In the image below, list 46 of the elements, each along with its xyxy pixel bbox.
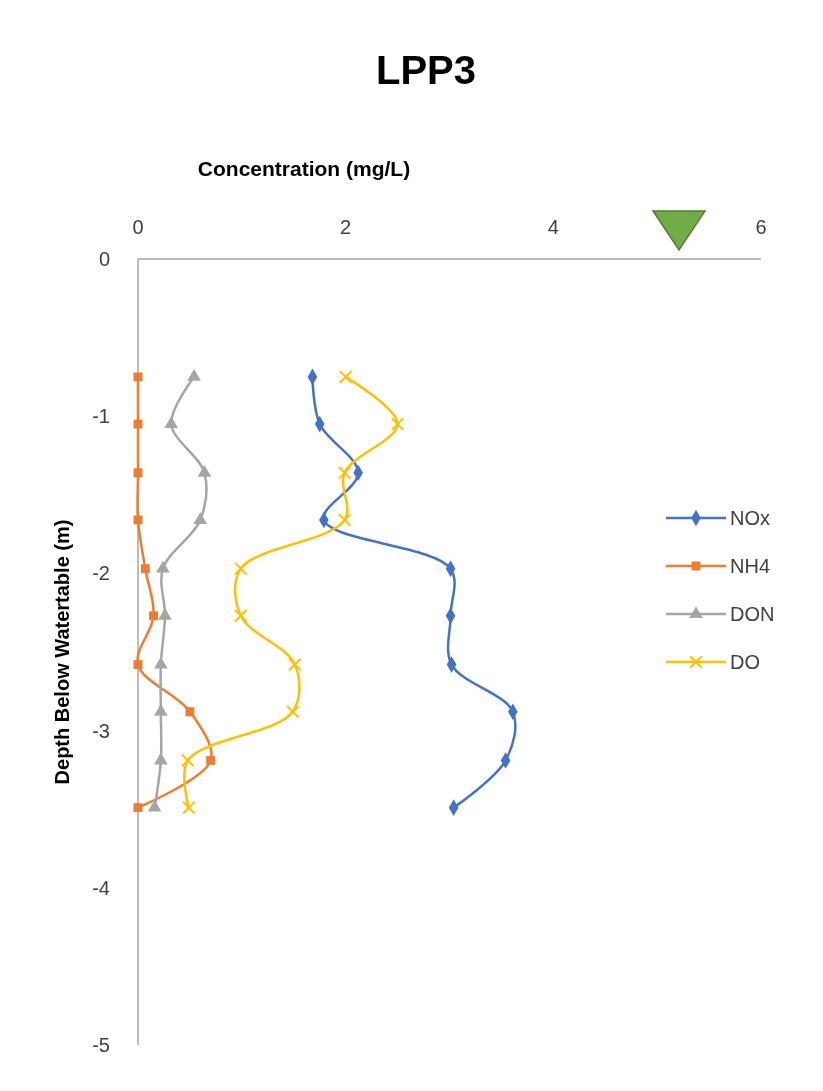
y-tick-label: -3 [92,719,110,742]
y-tick-label: -4 [92,876,110,899]
y-tick-label: -2 [92,562,110,585]
point [133,419,143,429]
point [187,369,201,381]
point [133,468,143,478]
point [185,707,195,717]
point [337,465,352,480]
point [133,660,143,670]
legend-label: DO [730,651,760,673]
chart-title: LPP3 [375,48,477,92]
point [197,464,212,477]
legend-label: NH4 [730,555,771,577]
y-tick-label: -5 [92,1034,110,1056]
legend-label: NOx [730,507,770,529]
point [133,372,143,382]
point [233,561,248,576]
y-axis-title: Depth Below Watertable (m) [51,519,73,785]
x-tick-label: 6 [755,216,767,238]
point [156,560,170,573]
y-tick-label: 0 [98,248,110,270]
legend-label: DON [730,603,775,625]
x-tick-label: 0 [132,216,144,238]
point [133,515,143,525]
point [285,704,300,719]
x-axis-title: Concentration (mg/L) [197,157,411,180]
x-tick-label: 2 [340,216,352,238]
point [133,803,143,813]
point [147,799,162,812]
point [149,611,159,621]
point [158,608,172,620]
point [206,756,216,765]
point [154,752,168,765]
point [140,564,150,574]
x-tick-label: 4 [547,216,559,238]
point [233,609,248,623]
y-tick-label: -1 [92,405,110,428]
point [154,656,168,669]
point [193,512,208,524]
point [338,370,353,384]
point [182,800,196,815]
point [164,416,179,428]
point [287,657,302,672]
point [390,417,405,431]
point [181,753,195,768]
point [337,513,352,527]
